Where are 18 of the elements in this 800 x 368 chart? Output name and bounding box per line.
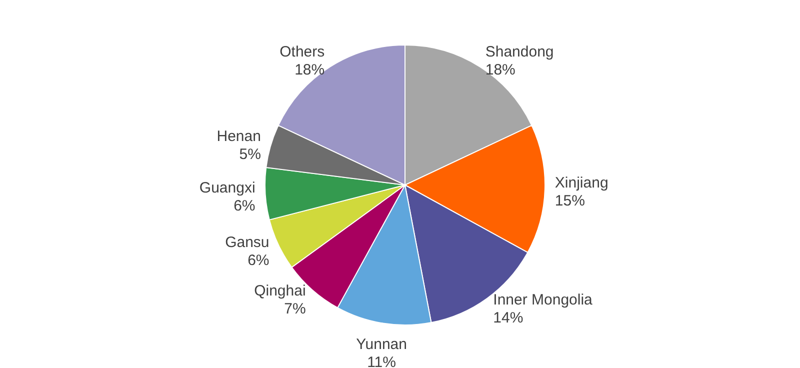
data-label: 5% <box>239 146 261 164</box>
slice-label: Others <box>280 43 325 60</box>
slice-label: Guangxi <box>199 179 256 196</box>
data-label: 14% <box>493 309 524 326</box>
slice-label: Gansu <box>225 234 270 251</box>
slice-label: Xinjiang <box>554 174 608 192</box>
data-label: 18% <box>485 61 516 78</box>
slice-label: Shandong <box>485 43 554 60</box>
data-label: 11% <box>367 354 396 368</box>
slice-label: Inner Mongolia <box>493 291 594 308</box>
data-label: 18% <box>294 61 325 78</box>
data-label: 6% <box>248 252 270 269</box>
data-label: 7% <box>284 300 306 318</box>
data-label: 15% <box>554 192 585 210</box>
slice-label: Henan <box>216 128 261 146</box>
data-label: 6% <box>234 197 256 214</box>
slice-label: Yunnan <box>356 336 407 354</box>
slice-label: Qinghai <box>254 282 306 300</box>
